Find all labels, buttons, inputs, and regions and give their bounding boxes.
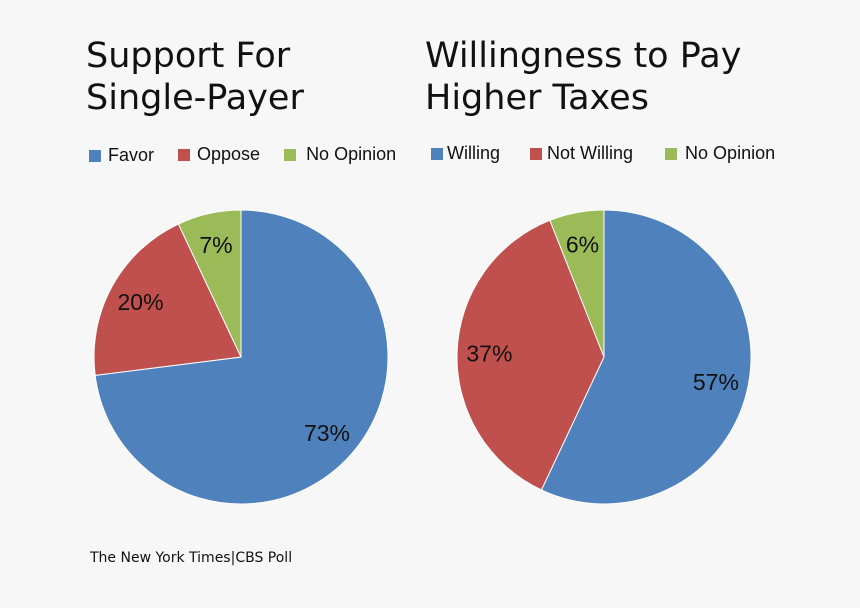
legend-swatch <box>89 149 101 162</box>
legend-swatch <box>665 147 678 160</box>
chart-title-single-payer: Support For Single-Payer <box>86 36 304 118</box>
legend-item-favor: Favor <box>89 145 154 166</box>
pie-slice-oppose <box>93 223 242 376</box>
data-label-willing: 57% <box>693 369 739 395</box>
legend-item-willing: Willing <box>431 143 500 164</box>
legend-swatch <box>178 148 191 161</box>
data-label-not-willing: 37% <box>466 340 512 366</box>
pie-1: 57% 37% 6% <box>456 209 752 505</box>
data-label-no-opinion: 6% <box>566 231 599 257</box>
data-label-oppose: 20% <box>117 289 163 315</box>
pie-slice-not-willing <box>456 219 605 491</box>
pie-slice-no-opinion <box>177 209 242 358</box>
legend-swatch <box>530 147 543 160</box>
legend-swatch <box>284 148 297 161</box>
pie-slice-no-opinion <box>549 209 605 358</box>
legend-single-payer: Favor Oppose No Opinion <box>89 143 396 166</box>
data-label-no-opinion: 7% <box>199 232 232 258</box>
chart-title-higher-taxes: Willingness to Pay Higher Taxes <box>425 36 742 118</box>
pie-slice-willing <box>540 209 752 505</box>
legend-item-not-willing: Not Willing <box>530 143 633 164</box>
pie-slice-favor <box>94 209 389 505</box>
source-note: The New York Times|CBS Poll <box>90 550 293 566</box>
legend-higher-taxes: Willing Not Willing No Opinion <box>431 143 775 164</box>
legend-swatch <box>431 147 443 160</box>
legend-item-no-opinion: No Opinion <box>665 143 775 164</box>
legend-item-oppose: Oppose <box>178 143 260 166</box>
legend-item-no-opinion: No Opinion <box>284 143 396 166</box>
data-label-favor: 73% <box>304 420 350 446</box>
pie-0: 73% 20% 7% <box>93 209 389 505</box>
